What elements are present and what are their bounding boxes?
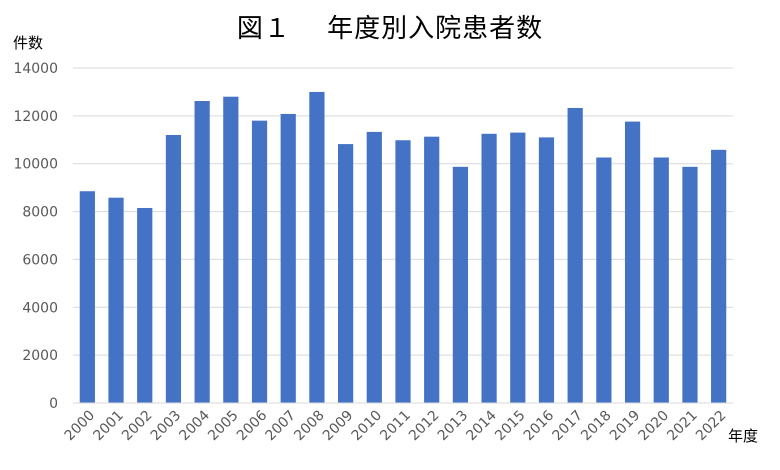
x-tick-label: 2014 <box>463 407 500 444</box>
x-tick-label: 2009 <box>320 408 357 445</box>
bar <box>108 197 124 403</box>
bar <box>452 166 468 403</box>
x-tick-label: 2012 <box>406 408 443 445</box>
bar <box>567 107 583 403</box>
bar <box>223 96 239 403</box>
bar <box>538 137 555 403</box>
x-tick-label: 2016 <box>521 407 558 444</box>
bar <box>653 157 669 403</box>
x-tick-label: 2010 <box>349 408 386 445</box>
bar <box>596 157 612 403</box>
bar <box>711 149 727 403</box>
x-tick-label: 2000 <box>62 408 99 445</box>
y-tick-label: 14000 <box>13 61 58 77</box>
x-tick-label: 2007 <box>263 408 300 445</box>
x-tick-label: 2006 <box>234 407 271 444</box>
y-tick-label: 4000 <box>22 300 58 316</box>
y-tick-label: 12000 <box>13 109 58 125</box>
x-tick-label: 2003 <box>148 408 185 445</box>
x-tick-label: 2017 <box>549 408 586 445</box>
bar <box>251 120 268 404</box>
x-tick-label: 2001 <box>90 408 127 445</box>
y-tick-label: 0 <box>49 396 58 412</box>
bar <box>624 121 641 403</box>
y-tick-label: 8000 <box>22 205 58 221</box>
x-tick-label: 2015 <box>492 408 529 445</box>
x-tick-label: 2011 <box>377 408 414 445</box>
bar <box>682 166 698 403</box>
x-tick-label: 2002 <box>119 408 156 445</box>
bar <box>510 132 526 403</box>
bar <box>79 191 95 403</box>
bar <box>481 133 497 403</box>
y-tick-label: 6000 <box>22 252 58 268</box>
bar <box>280 113 296 403</box>
y-tick-label: 2000 <box>22 348 58 364</box>
bar <box>137 207 153 403</box>
x-tick-label: 2004 <box>176 407 213 444</box>
bar <box>194 101 210 404</box>
x-tick-label: 2020 <box>636 408 673 445</box>
x-tick-label: 2019 <box>607 408 644 445</box>
x-tick-label: 2018 <box>578 408 615 445</box>
bar <box>165 135 182 403</box>
x-axis-label: 年度 <box>728 427 759 445</box>
x-tick-label: 2021 <box>664 408 701 445</box>
bar <box>395 140 411 403</box>
bar <box>424 136 440 404</box>
y-tick-label: 10000 <box>13 157 58 173</box>
bar <box>338 144 354 404</box>
chart-title: 図１ 年度別入院患者数 <box>236 14 544 44</box>
y-axis-label: 件数 <box>13 34 44 52</box>
x-tick-label: 2022 <box>693 408 730 445</box>
x-tick-label: 2013 <box>435 408 472 445</box>
x-tick-label: 2005 <box>205 408 242 445</box>
bar <box>366 131 382 403</box>
x-tick-label: 2008 <box>291 408 328 445</box>
bar <box>309 91 325 403</box>
